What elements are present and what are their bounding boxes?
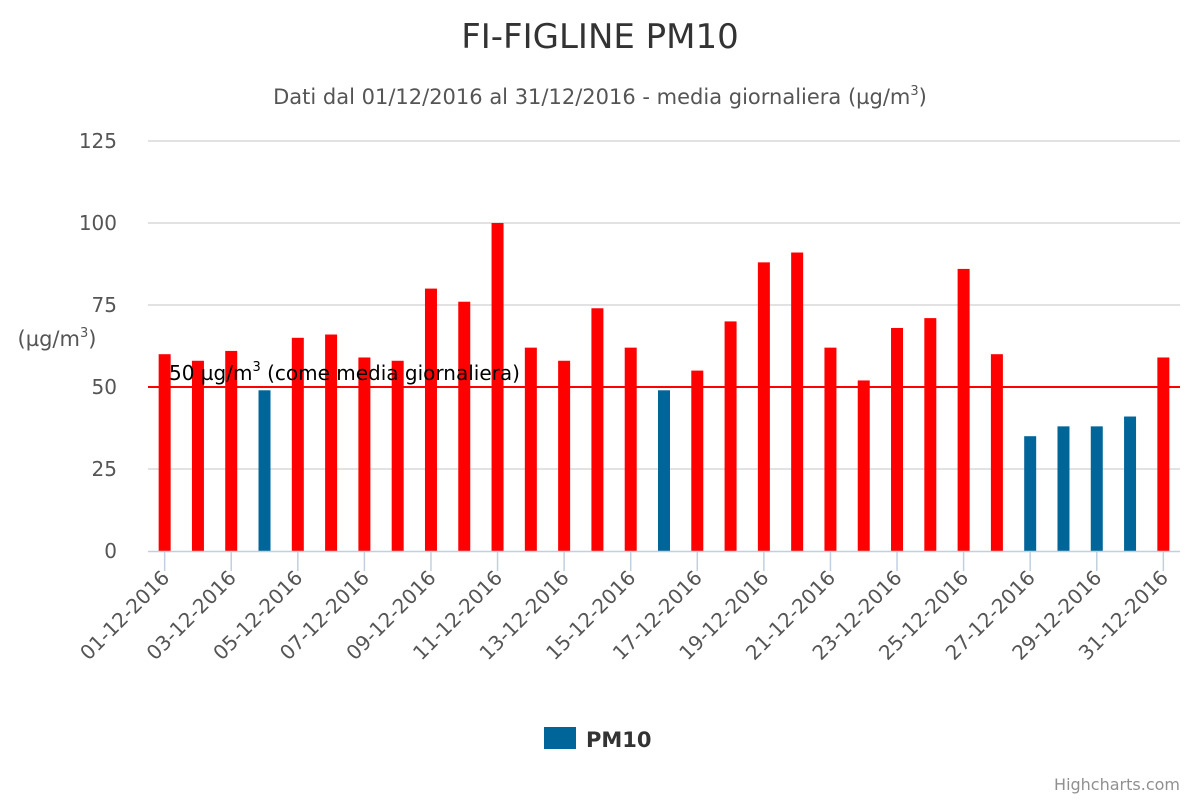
y-tick-label-50: 50 — [92, 375, 117, 399]
bar-20-12-2016 — [791, 252, 804, 551]
legend[interactable]: PM10 — [544, 727, 652, 752]
y-axis-title: (µg/m3) — [18, 326, 97, 351]
y-axis-title-sup: 3 — [80, 326, 88, 341]
bar-07-12-2016 — [358, 357, 371, 551]
x-axis: 01-12-201603-12-201605-12-201607-12-2016… — [75, 550, 1180, 665]
threshold-label-text: 50 µg/m — [169, 361, 252, 385]
legend-swatch-pm10[interactable] — [544, 727, 576, 749]
bar-15-12-2016 — [624, 347, 637, 551]
bar-02-12-2016 — [191, 360, 204, 551]
threshold-line-group: 50 µg/m3 (come media giornaliera) — [148, 360, 1180, 388]
bar-17-12-2016 — [691, 370, 704, 551]
y-tick-label-100: 100 — [79, 211, 117, 235]
y-tick-label-75: 75 — [92, 293, 117, 317]
bar-22-12-2016 — [857, 380, 870, 551]
bar-12-12-2016 — [524, 347, 537, 551]
credits-link[interactable]: Highcharts.com — [1054, 775, 1180, 794]
chart-subtitle-text: Dati dal 01/12/2016 al 31/12/2016 - medi… — [273, 85, 910, 109]
bar-03-12-2016 — [225, 350, 238, 551]
y-axis-title-text: (µg/m — [18, 327, 80, 351]
bar-25-12-2016 — [957, 268, 970, 551]
bar-18-12-2016 — [724, 321, 737, 551]
threshold-label: 50 µg/m3 (come media giornaliera) — [169, 360, 520, 385]
y-tick-label-25: 25 — [92, 457, 117, 481]
bar-24-12-2016 — [924, 318, 937, 551]
bar-16-12-2016 — [658, 390, 670, 551]
legend-label-pm10[interactable]: PM10 — [586, 728, 652, 752]
chart-subtitle-sup: 3 — [910, 84, 918, 99]
bar-28-12-2016 — [1057, 426, 1070, 551]
y-axis: 0 25 50 75 100 125 — [79, 129, 117, 563]
bar-01-12-2016 — [158, 354, 171, 551]
threshold-label-tail: (come media giornaliera) — [261, 361, 520, 385]
bar-21-12-2016 — [824, 347, 837, 551]
y-tick-label-125: 125 — [79, 129, 117, 153]
bar-23-12-2016 — [891, 327, 904, 551]
bar-14-12-2016 — [591, 308, 604, 551]
bar-13-12-2016 — [558, 360, 571, 551]
bar-05-12-2016 — [291, 337, 304, 551]
bar-09-12-2016 — [424, 288, 437, 551]
bar-27-12-2016 — [1024, 436, 1037, 551]
bar-19-12-2016 — [757, 262, 770, 551]
bar-30-12-2016 — [1124, 416, 1137, 551]
y-tick-label-0: 0 — [104, 539, 117, 563]
bar-26-12-2016 — [990, 354, 1003, 551]
bar-10-12-2016 — [458, 301, 471, 551]
chart-title: FI-FIGLINE PM10 — [461, 17, 739, 57]
threshold-label-sup: 3 — [252, 360, 260, 375]
bar-series-pm10 — [158, 223, 1170, 551]
bar-06-12-2016 — [325, 334, 338, 551]
chart-subtitle: Dati dal 01/12/2016 al 31/12/2016 - medi… — [273, 84, 927, 109]
bar-31-12-2016 — [1157, 357, 1170, 551]
bar-04-12-2016 — [258, 390, 271, 551]
bar-08-12-2016 — [391, 360, 404, 551]
y-axis-title-tail: ) — [88, 327, 96, 351]
bar-29-12-2016 — [1090, 426, 1103, 551]
chart-subtitle-tail: ) — [919, 85, 927, 109]
